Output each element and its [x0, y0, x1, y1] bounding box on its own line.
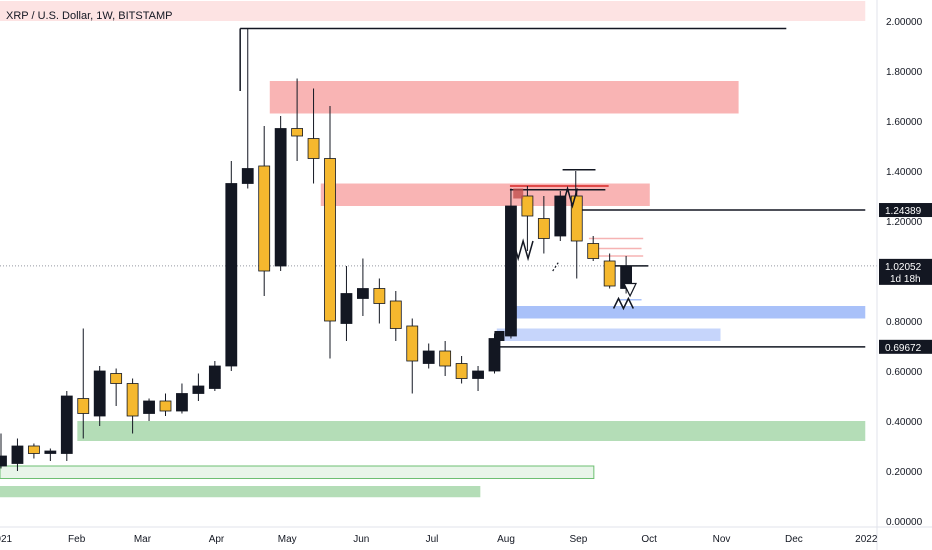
- candle-body-36: [587, 243, 600, 259]
- candle-body-18: [291, 128, 304, 137]
- price-tag-countdown: 1d 18h: [890, 274, 921, 285]
- y-tick-label: 0.40000: [886, 417, 923, 428]
- candle-body-26: [422, 350, 435, 364]
- candle-body-17: [274, 128, 287, 267]
- candles-layer: [0, 28, 632, 471]
- zone-4: [496, 328, 721, 341]
- candle-body-3: [44, 450, 57, 454]
- candle-body-37: [603, 260, 616, 287]
- candle-body-7: [110, 373, 123, 384]
- candle-body-29: [472, 370, 484, 379]
- zone-5: [77, 421, 866, 441]
- box-marker: [494, 331, 505, 341]
- dash-mark: [552, 260, 560, 272]
- lines-layer: [0, 27, 877, 348]
- zigzag-up-1: [561, 185, 579, 209]
- chart-title: XRP / U.S. Dollar, 1W, BITSTAMP: [6, 10, 173, 22]
- x-tick-label: Oct: [641, 534, 657, 545]
- zone-3: [513, 306, 866, 319]
- zone-0: [0, 1, 866, 21]
- y-tick-label: 0.00000: [886, 517, 923, 528]
- candle-body-12: [192, 385, 205, 394]
- price-tag-label: 1.24389: [885, 206, 922, 217]
- zigzag-down-1: [512, 238, 534, 262]
- price-axis: 2.00000 1.80000 1.60000 1.40000 1.20000 0.800…: [876, 0, 932, 550]
- candle-body-6: [93, 370, 106, 417]
- candle-body-20: [324, 158, 336, 322]
- x-tick-label: 2021: [0, 534, 13, 545]
- price-tag-label: 1.02052: [885, 262, 922, 273]
- y-tick-label: 0.80000: [886, 317, 923, 328]
- candle-body-19: [307, 138, 320, 159]
- candle-body-31: [505, 205, 517, 337]
- red-box-marker: [513, 188, 524, 199]
- candle-body-34: [554, 195, 567, 237]
- price-tag-1: [879, 258, 932, 285]
- price-tag-label: 0.69672: [885, 343, 922, 354]
- candle-body-28: [455, 363, 468, 379]
- zone-1: [269, 81, 739, 114]
- zones-layer: [0, 1, 866, 498]
- zone-6: [0, 465, 595, 479]
- candle-body-16: [258, 165, 271, 272]
- candle-body-23: [373, 288, 386, 304]
- x-tick-label: Sep: [569, 534, 587, 545]
- x-tick-label: Dec: [785, 534, 803, 545]
- x-tick-label: 2022: [855, 534, 878, 545]
- y-tick-label: 2.00000: [886, 17, 923, 28]
- y-tick-label: 0.60000: [886, 367, 923, 378]
- candle-body-27: [439, 350, 452, 367]
- candle-body-13: [208, 365, 221, 389]
- candle-body-5: [77, 398, 90, 414]
- annotations-layer: [494, 185, 637, 341]
- x-tick-label: Feb: [68, 534, 86, 545]
- candle-body-11: [176, 393, 188, 412]
- x-tick-label: Jun: [353, 534, 369, 545]
- candle-body-21: [340, 293, 353, 324]
- zigzag-low: [612, 296, 634, 311]
- candle-body-8: [126, 383, 139, 417]
- candle-body-30: [488, 338, 501, 372]
- x-tick-label: Apr: [209, 534, 225, 545]
- zone-7: [0, 486, 481, 498]
- candle-body-22: [356, 288, 369, 299]
- x-tick-label: Mar: [134, 534, 152, 545]
- candle-body-15: [241, 168, 254, 184]
- candle-body-24: [389, 300, 402, 329]
- x-tick-label: Aug: [497, 534, 515, 545]
- arrow-down-icon: [623, 282, 637, 298]
- candle-body-35: [570, 195, 583, 242]
- y-tick-label: 1.80000: [886, 67, 923, 78]
- candle-body-1: [11, 445, 24, 464]
- candle-body-10: [159, 400, 172, 412]
- candle-body-4: [60, 395, 73, 454]
- x-tick-label: Jul: [426, 534, 439, 545]
- x-tick-label: May: [278, 534, 297, 545]
- price-tag-2: [879, 339, 932, 354]
- candle-body-2: [27, 445, 40, 454]
- time-axis: 2021 Feb Mar Apr May Jun Jul Aug Sep Oct Nov Dec 202…: [0, 526, 932, 545]
- candle-body-33: [537, 218, 550, 239]
- y-tick-label: 1.20000: [886, 217, 923, 228]
- candle-body-0: [0, 455, 7, 467]
- candle-body-25: [406, 325, 419, 362]
- candle-body-9: [143, 400, 155, 414]
- price-tag-0: [879, 203, 932, 218]
- y-tick-label: 1.60000: [886, 117, 923, 128]
- candle-body-14: [225, 183, 238, 367]
- x-tick-label: Nov: [713, 534, 731, 545]
- y-tick-label: 0.20000: [886, 467, 923, 478]
- y-tick-label: 1.40000: [886, 167, 923, 178]
- candle-body-32: [521, 195, 534, 217]
